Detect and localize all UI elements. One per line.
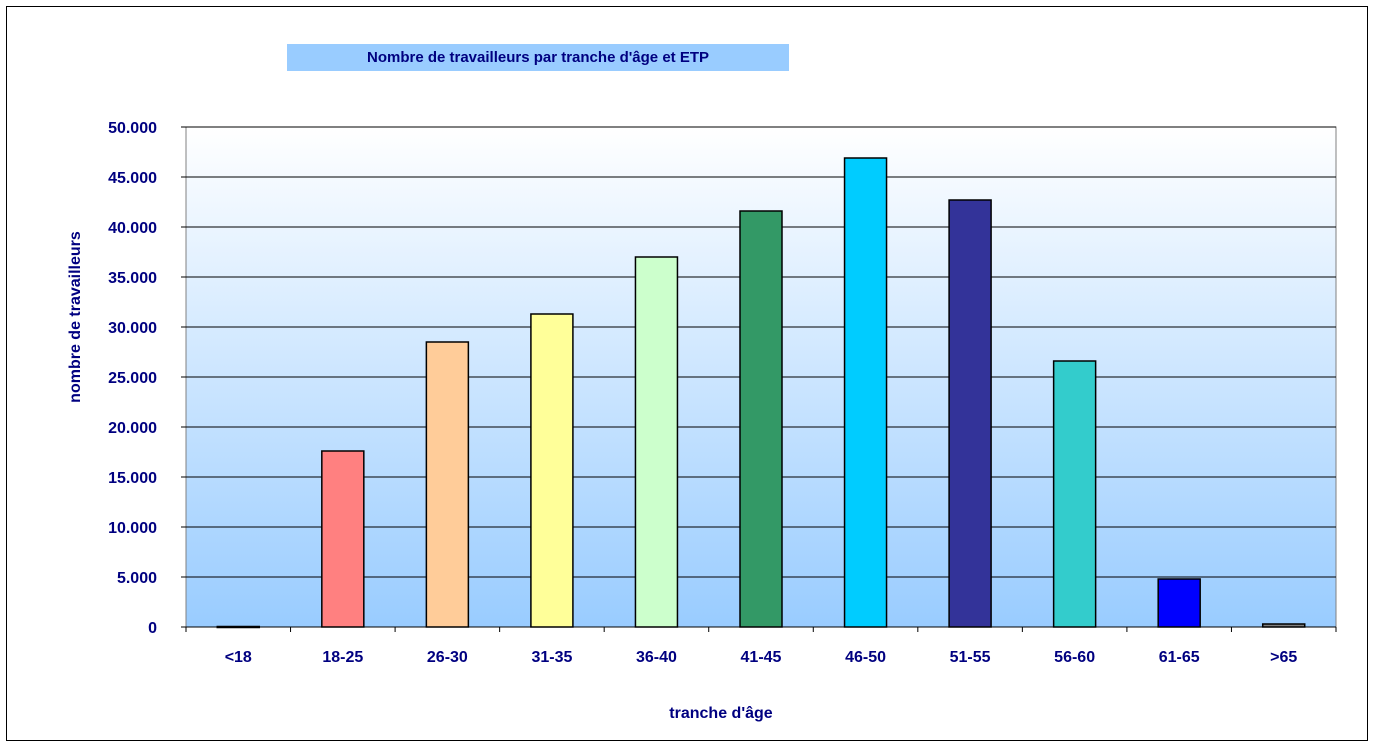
bar-61-65 <box>1157 578 1201 628</box>
x-tick-label: 46-50 <box>845 649 886 666</box>
y-tick-label: 5.000 <box>117 570 157 587</box>
bars <box>216 157 1306 629</box>
y-tick-label: 45.000 <box>108 170 157 187</box>
x-tick-label: 18-25 <box>322 649 363 666</box>
bar-31-35 <box>530 313 574 628</box>
x-tick-label: >65 <box>1270 649 1297 666</box>
y-tick-label: 50.000 <box>108 120 157 137</box>
bar-36-40 <box>634 256 679 628</box>
x-tick-label: 31-35 <box>531 649 572 666</box>
y-tick-label: 10.000 <box>108 520 157 537</box>
x-tick-label: 26-30 <box>427 649 468 666</box>
chart-title: Nombre de travailleurs par tranche d'âge… <box>287 44 789 71</box>
y-axis-label: nombre de travailleurs <box>67 231 84 403</box>
x-tick-label: <18 <box>225 649 252 666</box>
x-axis-label: tranche d'âge <box>669 705 772 722</box>
bar-26-30 <box>425 341 470 628</box>
y-tick-label: 35.000 <box>108 270 157 287</box>
x-tick-label: 36-40 <box>636 649 677 666</box>
bar-51-55 <box>948 199 992 628</box>
x-tick-label: 61-65 <box>1159 649 1200 666</box>
y-tick-label: 15.000 <box>108 470 157 487</box>
y-tick-label: 40.000 <box>108 220 157 237</box>
x-tick-label: 41-45 <box>741 649 782 666</box>
x-tick-label: 56-60 <box>1054 649 1095 666</box>
y-tick-label: 20.000 <box>108 420 157 437</box>
x-tick-labels: <18 18-25 26-30 31-35 36-40 41-45 46-50 51-55 56… <box>185 627 1337 666</box>
y-tick-label: 25.000 <box>108 370 157 387</box>
x-tick-label: 51-55 <box>950 649 991 666</box>
y-tick-labels: 0 5.000 10.000 15.000 20.000 25.000 30.000 35.0… <box>108 120 186 637</box>
y-tick-label: 0 <box>148 620 157 637</box>
bar-46-50 <box>843 157 888 628</box>
bar-56-60 <box>1052 360 1097 628</box>
bar-41-45 <box>739 210 783 628</box>
y-tick-label: 30.000 <box>108 320 157 337</box>
bar-18-25 <box>321 450 365 628</box>
